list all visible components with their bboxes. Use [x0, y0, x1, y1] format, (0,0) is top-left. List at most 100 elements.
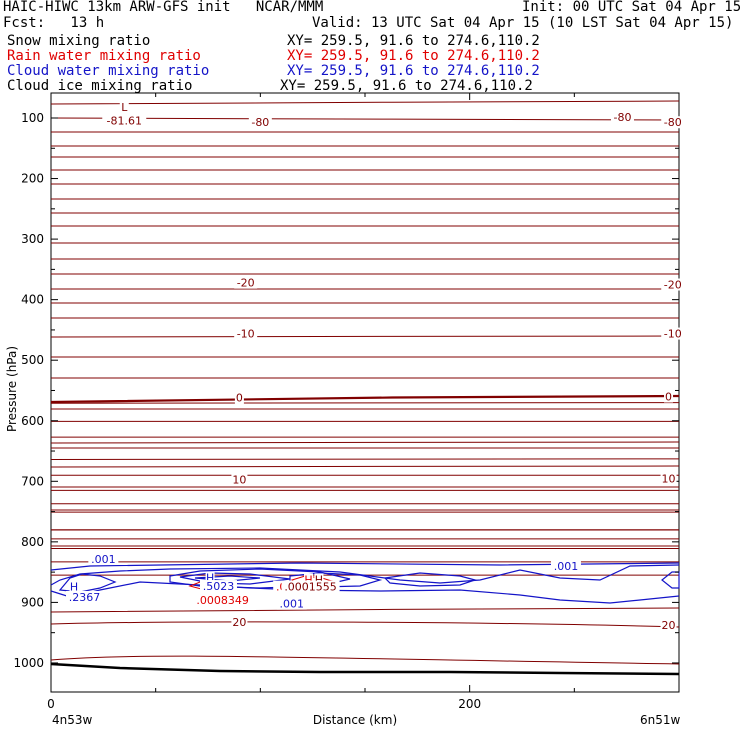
temperature-contour-label: -20 [237, 277, 255, 290]
cloud-water-contour [661, 571, 680, 589]
temperature-contour-label-bg [234, 391, 244, 404]
temperature-contour-label: -20 [664, 279, 682, 292]
temperature-contour [50, 465, 680, 468]
temperature-contours [50, 100, 680, 665]
chart-title: HAIC-HIWC 13km ARW-GFS init NCAR/MMM [3, 0, 324, 15]
temperature-contour-label: -80 [251, 116, 269, 129]
temperature-contour-label-bg [234, 276, 258, 289]
x-end-label: 6n51w [640, 713, 681, 727]
temperature-contour-label: -10 [237, 328, 255, 341]
y-tick-label: 700 [21, 474, 44, 488]
init-time: Init: 00 UTC Sat 04 Apr 15 [522, 0, 740, 15]
temperature-contour-label: 0 [665, 391, 672, 404]
cloud-water-contours [50, 562, 680, 604]
y-axis-label: Pressure (hPa) [5, 345, 19, 433]
temperature-contour [50, 335, 680, 338]
cloud-water-contour [50, 564, 680, 586]
snow-ice-label: H [315, 573, 323, 586]
temperature-contour-label-bg [231, 473, 248, 486]
field-snow-xy: XY= 259.5, 91.6 to 274.6,110.2 [287, 33, 540, 49]
temperature-contour-label-bg [664, 390, 674, 403]
y-tick-label: 500 [21, 353, 44, 367]
cloud-water-label: H [70, 581, 78, 594]
minimum-marker: L [121, 101, 128, 114]
x-start-label: 4n53w [52, 713, 93, 727]
field-cloudice-name: Cloud ice mixing ratio [7, 78, 193, 94]
cloud-water-label-bg [88, 552, 119, 565]
temperature-contour-label-bg [660, 472, 677, 485]
cloud-water-label-bg [199, 580, 237, 593]
cloud-water-contour [383, 572, 478, 587]
y-tick-label: 200 [21, 172, 44, 186]
rain-water-label-bg [303, 573, 313, 586]
temperature-contour-label: -80 [664, 116, 682, 129]
temperature-contour-label-bg [661, 278, 685, 291]
minimum-marker-bg [119, 101, 129, 114]
temperature-contour [50, 402, 680, 404]
y-tick-label: 300 [21, 232, 44, 246]
snow-ice-label-bg [314, 573, 324, 586]
minimum-value-bg [102, 114, 147, 127]
cloud-water-label: .001 [279, 598, 304, 611]
temperature-contour-label-bg [248, 116, 272, 129]
y-tick-label: 900 [21, 595, 44, 609]
cloud-water-label: H [206, 572, 214, 585]
temperature-contour [50, 607, 680, 613]
x-tick-label: 0 [47, 697, 55, 711]
cloud-water-label-bg [65, 590, 103, 603]
temperature-contour-label-bg [661, 327, 685, 340]
valid-time: Valid: 13 UTC Sat 04 Apr 15 (10 LST Sat … [312, 15, 734, 31]
y-tick-label: 100 [21, 111, 44, 125]
temperature-contour [50, 458, 680, 461]
cloud-water-label-bg [205, 571, 215, 584]
field-snow-name: Snow mixing ratio [7, 33, 151, 49]
y-tick-label: 600 [21, 414, 44, 428]
temperature-contour-label: -80 [613, 111, 631, 124]
snow-ice-label: .0001555 [284, 581, 337, 594]
cloud-water-contour [50, 581, 680, 604]
temperature-contour-zero [50, 394, 680, 404]
x-tick-label: 200 [458, 697, 481, 711]
temperature-contour-label: 20 [662, 619, 676, 632]
cloud-water-contour [194, 575, 261, 582]
temperature-contour-label-bg [660, 618, 677, 631]
minimum-value: -81.61 [107, 114, 142, 127]
temperature-contour-label: 0 [236, 392, 243, 405]
field-cloudwater-xy: XY= 259.5, 91.6 to 274.6,110.2 [287, 63, 540, 79]
cloud-water-label: .5023 [203, 580, 235, 593]
cloud-water-label-bg [69, 580, 79, 593]
field-cloudwater-name: Cloud water mixing ratio [7, 63, 210, 79]
temperature-contour [50, 100, 680, 105]
temperature-contour-label-bg [234, 327, 258, 340]
snow-ice-label-bg [281, 580, 340, 593]
temperature-contour-label-bg [610, 110, 634, 123]
y-tick-label: 400 [21, 293, 44, 307]
cloud-water-label-bg [276, 597, 307, 610]
rain-water-label-bg [193, 593, 252, 606]
temperature-contour-label: 10 [232, 473, 246, 486]
temperature-contour [50, 441, 680, 444]
cloud-water-label-bg [550, 560, 581, 573]
contour-labels: -80 -80 -80 -20 -20 -10 -10 0 0 10 10 20 20 .001 .001.… [65, 101, 685, 632]
cloud-water-label: .001 [91, 553, 116, 566]
plot-frame [50, 92, 680, 693]
rain-water-label: .0008349 [196, 594, 249, 607]
field-rain-xy: XY= 259.5, 91.6 to 274.6,110.2 [287, 48, 540, 64]
temperature-contour-label: -10 [664, 328, 682, 341]
rain-water-label: H [304, 573, 312, 586]
forecast-hour: Fcst: 13 h [3, 15, 105, 31]
temperature-contour [50, 621, 680, 628]
field-rain-name: Rain water mixing ratio [7, 48, 201, 64]
temperature-contour-label: 10 [662, 472, 676, 485]
x-axis-label: Distance (km) [312, 713, 398, 727]
temperature-contour-label-bg [661, 116, 685, 129]
cloud-water-contour [58, 573, 117, 593]
terrain-line [50, 662, 680, 676]
cloud-water-label: .001 [554, 560, 579, 573]
y-tick-label: 800 [21, 535, 44, 549]
field-cloudice-xy: XY= 259.5, 91.6 to 274.6,110.2 [280, 78, 533, 94]
y-tick-label: 1000 [13, 656, 44, 670]
temperature-contour-label: 20 [232, 616, 246, 629]
